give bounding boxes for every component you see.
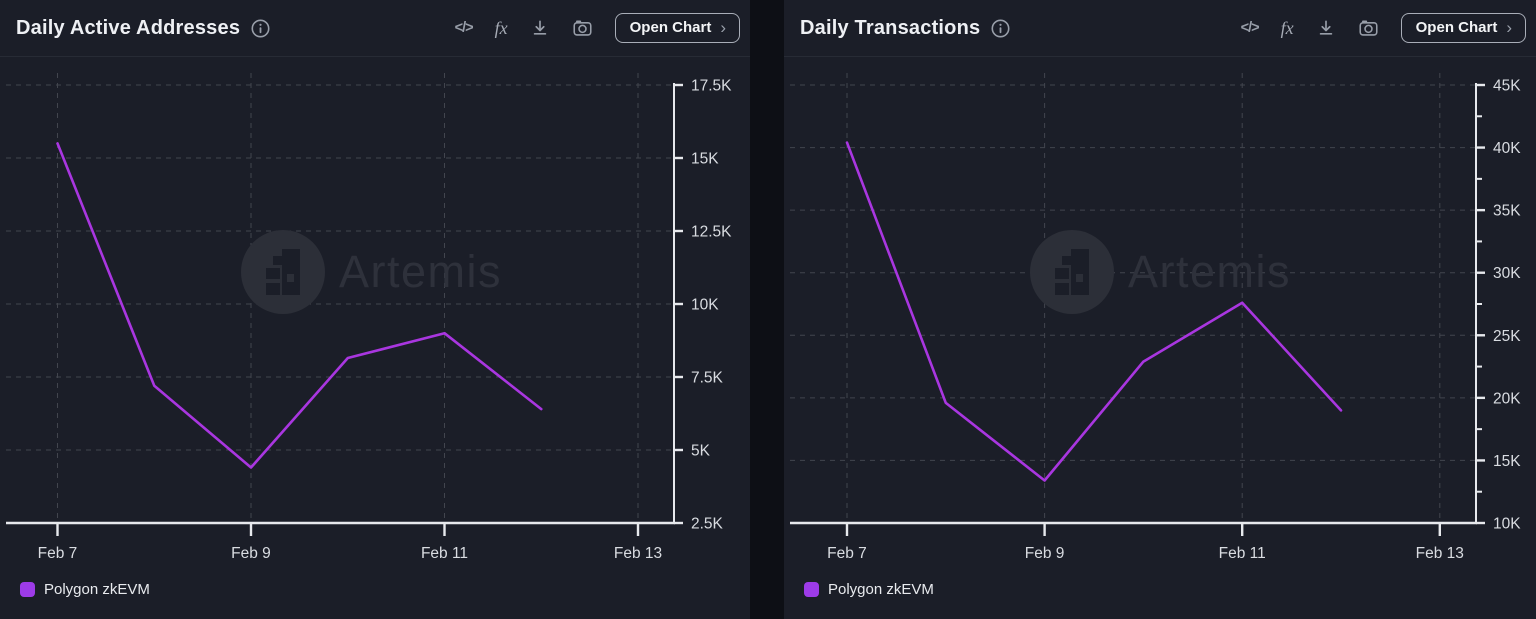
panel-daily-active-addresses: Daily Active Addresses </> fx Open Chart… — [0, 0, 750, 619]
series-line — [56, 142, 543, 469]
embed-code-button[interactable]: </> — [1233, 16, 1267, 40]
y-axis — [673, 83, 683, 525]
x-tick-labels: Feb 7 Feb 9 Feb 11 Feb 13 — [38, 545, 662, 562]
screenshot-button[interactable] — [564, 14, 601, 42]
artemis-logo-block — [1071, 249, 1089, 295]
title-group: Daily Active Addresses — [16, 17, 270, 40]
chevron-right-icon: › — [720, 18, 726, 37]
code-icon: </> — [454, 20, 474, 36]
panel-title: Daily Active Addresses — [16, 16, 241, 39]
artemis-logo-block — [273, 256, 282, 265]
y-tick-label: 7.5K — [691, 370, 724, 387]
y-tick-label: 5K — [691, 443, 711, 460]
x-tick-label: Feb 13 — [614, 545, 662, 562]
y-tick-label: 20K — [1493, 390, 1521, 407]
x-tick-label: Feb 7 — [38, 545, 78, 562]
x-axis — [790, 521, 1477, 536]
download-button[interactable] — [522, 14, 558, 42]
open-chart-button[interactable]: Open Chart › — [614, 13, 740, 43]
artemis-logo-block — [1055, 283, 1069, 295]
x-tick-label: Feb 7 — [827, 545, 867, 562]
download-icon — [533, 20, 546, 35]
x-tick-labels: Feb 7 Feb 9 Feb 11 Feb 13 — [827, 545, 1464, 562]
artemis-watermark: Artemis — [241, 230, 502, 314]
y-axis — [1475, 83, 1485, 525]
info-icon[interactable] — [991, 19, 1010, 38]
y-tick-label: 15K — [1493, 453, 1521, 470]
info-icon[interactable] — [251, 19, 270, 38]
artemis-logo-block — [1062, 256, 1071, 265]
legend-label: Polygon zkEVM — [828, 581, 934, 598]
x-tick-label: Feb 9 — [1025, 545, 1065, 562]
y-tick-label: 35K — [1493, 203, 1521, 220]
y-tick-label: 2.5K — [691, 516, 724, 533]
y-tick-label: 12.5K — [691, 224, 732, 241]
legend-swatch — [20, 582, 35, 597]
artemis-logo-block — [282, 249, 300, 295]
chart-toolbar: </> fx Open Chart › — [1233, 13, 1526, 43]
y-tick-label: 15K — [691, 151, 719, 168]
y-tick-label: 10K — [1493, 516, 1521, 533]
artemis-logo-block — [1055, 268, 1069, 279]
open-chart-label: Open Chart — [1415, 19, 1498, 36]
y-tick-label: 17.5K — [691, 78, 732, 95]
camera-icon — [1359, 20, 1378, 36]
chart-toolbar: </> fx Open Chart › — [447, 13, 740, 43]
y-tick-label: 45K — [1493, 78, 1521, 95]
x-tick-label: Feb 11 — [421, 545, 468, 562]
y-tick-label: 25K — [1493, 328, 1521, 345]
code-icon: </> — [1240, 20, 1260, 36]
artemis-logo-block — [266, 283, 280, 295]
formula-icon: fx — [1280, 17, 1294, 38]
formula-button[interactable]: fx — [1273, 14, 1302, 43]
legend-item[interactable]: Polygon zkEVM — [784, 569, 1536, 598]
legend-label: Polygon zkEVM — [44, 581, 150, 598]
panel-header: Daily Transactions </> fx Open Chart › — [784, 0, 1536, 57]
x-tick-label: Feb 13 — [1416, 545, 1464, 562]
camera-icon — [573, 20, 592, 36]
embed-code-button[interactable]: </> — [447, 16, 481, 40]
y-tick-label: 40K — [1493, 140, 1521, 157]
gridlines — [6, 73, 674, 523]
x-tick-label: Feb 11 — [1219, 545, 1266, 562]
x-tick-label: Feb 9 — [231, 545, 271, 562]
x-axis — [6, 521, 675, 536]
legend-item[interactable]: Polygon zkEVM — [0, 569, 750, 598]
open-chart-button[interactable]: Open Chart › — [1400, 13, 1526, 43]
y-tick-label: 10K — [691, 297, 719, 314]
formula-button[interactable]: fx — [487, 14, 516, 43]
series-line — [845, 141, 1343, 482]
artemis-logo-block — [266, 268, 280, 279]
panel-title: Daily Transactions — [800, 16, 981, 39]
chevron-right-icon: › — [1506, 18, 1512, 37]
watermark-text: Artemis — [339, 246, 502, 297]
formula-icon: fx — [494, 17, 508, 38]
panel-header: Daily Active Addresses </> fx Open Chart… — [0, 0, 750, 57]
screenshot-button[interactable] — [1350, 14, 1387, 42]
y-tick-label: 30K — [1493, 265, 1521, 282]
download-icon — [1319, 20, 1332, 35]
legend-swatch — [804, 582, 819, 597]
open-chart-label: Open Chart — [629, 19, 712, 36]
gridlines — [790, 73, 1476, 523]
download-button[interactable] — [1308, 14, 1344, 42]
title-group: Daily Transactions — [800, 17, 1010, 40]
y-tick-labels: 10K 15K 20K 25K 30K 35K 40K 45K — [1493, 78, 1521, 533]
y-tick-labels: 2.5K 5K 7.5K 10K 12.5K 15K 17.5K — [691, 78, 732, 533]
watermark-text: Artemis — [1128, 246, 1291, 297]
artemis-watermark: Artemis — [1030, 230, 1291, 314]
panel-daily-transactions: Daily Transactions </> fx Open Chart › — [784, 0, 1536, 619]
